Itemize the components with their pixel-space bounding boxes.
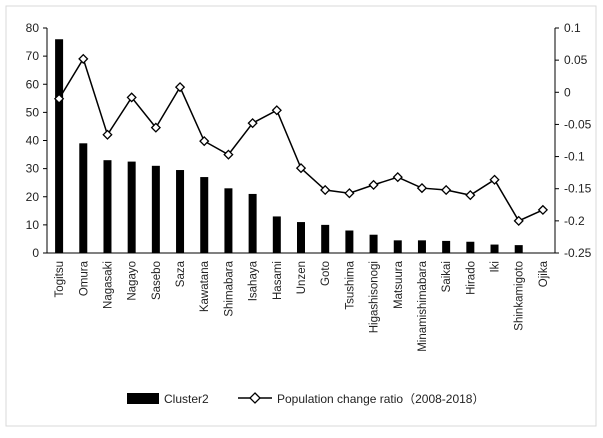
left-tick-label: 50 <box>26 105 40 119</box>
line-point-marker <box>53 93 65 104</box>
bar <box>151 165 160 253</box>
line-point-marker <box>199 136 210 147</box>
line-point-marker <box>537 204 549 216</box>
x-tick-label: Nagasaki <box>102 261 114 309</box>
left-tick-label: 60 <box>26 77 40 91</box>
bar <box>297 222 305 253</box>
left-tick-label: 30 <box>26 162 40 176</box>
line-point-marker <box>295 163 307 174</box>
legend: Cluster2 Population change ratio（2008-20… <box>127 392 484 406</box>
line-point-marker <box>247 118 258 129</box>
x-tick-label: Omura <box>78 260 90 296</box>
x-tick-label: Iki <box>490 261 502 273</box>
x-tick-label: Tsushima <box>344 260 356 309</box>
x-tick-label: Matsuura <box>393 260 405 309</box>
x-tick-label: Sasebo <box>151 261 163 300</box>
left-tick-label: 70 <box>26 49 40 63</box>
bar <box>127 161 136 253</box>
right-axis: -0.25 -0.2 -0.15 -0.1 -0.05 0 0.05 0.1 <box>554 21 592 260</box>
bar <box>345 230 354 253</box>
line-point-marker <box>320 184 331 196</box>
x-tick-label: Shinkamigoto <box>514 261 526 331</box>
bar <box>103 160 112 253</box>
bar <box>417 240 426 253</box>
line-series <box>53 53 549 226</box>
line-point-marker <box>271 105 282 116</box>
bar <box>176 170 185 253</box>
line-point-marker <box>126 92 137 103</box>
x-tick-label: Saza <box>175 260 187 287</box>
line-point-marker <box>465 190 476 201</box>
right-tick-label: -0.15 <box>564 182 592 196</box>
left-tick-label: 80 <box>26 21 40 35</box>
line-point-marker <box>489 174 500 185</box>
x-tick-label: Hirado <box>465 261 477 295</box>
line-point-marker <box>392 172 403 183</box>
left-axis: 0 10 20 30 40 50 60 70 80 <box>26 21 555 260</box>
x-tick-label: Goto <box>320 261 332 286</box>
line-point-marker <box>174 82 186 93</box>
line-point-marker <box>102 129 113 140</box>
bar <box>514 245 523 253</box>
x-tick-label: Nagayo <box>127 261 139 301</box>
right-tick-label: -0.05 <box>564 117 592 131</box>
x-tick-label: Hasami <box>272 261 284 300</box>
right-tick-label: -0.2 <box>564 214 585 228</box>
bar <box>248 193 257 253</box>
right-tick-label: 0.05 <box>564 53 588 67</box>
line-point-marker <box>368 179 379 190</box>
x-tick-label: Isahaya <box>248 260 260 301</box>
bar <box>55 39 64 253</box>
bar <box>224 188 233 253</box>
bar <box>272 216 281 253</box>
x-tick-label: Minamishimabara <box>417 260 429 351</box>
chart-border <box>5 5 597 427</box>
line-point-marker <box>78 53 89 64</box>
line-point-marker <box>441 184 452 196</box>
bar <box>369 234 378 253</box>
bar <box>442 240 451 253</box>
line-point-marker <box>513 215 524 226</box>
bar-series <box>55 39 523 253</box>
right-tick-label: -0.1 <box>564 150 585 164</box>
legend-line-label: Population change ratio（2008-2018） <box>277 392 484 406</box>
line-point-marker <box>416 182 428 194</box>
bar <box>200 177 209 253</box>
left-tick-label: 10 <box>26 218 40 232</box>
x-tick-label: Ojika <box>538 260 550 287</box>
x-tick-label: Togitsu <box>54 261 66 297</box>
x-tick-label: Higashisonogi <box>369 261 381 333</box>
line-point-marker <box>344 188 355 199</box>
right-tick-label: 0.1 <box>564 21 581 35</box>
bar <box>79 143 88 253</box>
legend-marker-icon <box>249 392 261 404</box>
x-axis-labels: Togitsu Omura Nagasaki Nagayo Sasebo Saza Kawa… <box>54 260 550 351</box>
legend-bar-swatch <box>127 393 159 404</box>
right-tick-label: -0.25 <box>564 246 592 260</box>
left-tick-label: 0 <box>32 246 39 260</box>
left-tick-label: 40 <box>26 134 40 148</box>
right-tick-label: 0 <box>564 85 571 99</box>
line-point-marker <box>223 149 234 160</box>
bar <box>490 244 499 253</box>
x-tick-label: Saikai <box>441 261 453 292</box>
line-point-marker <box>150 122 161 133</box>
x-tick-label: Kawatana <box>199 260 211 312</box>
left-tick-label: 20 <box>26 190 40 204</box>
bar <box>466 241 475 253</box>
bar <box>393 240 402 253</box>
x-tick-label: Shimabara <box>223 260 235 316</box>
legend-bar-label: Cluster2 <box>164 392 209 406</box>
bar <box>321 224 330 253</box>
x-tick-label: Unzen <box>296 261 308 294</box>
